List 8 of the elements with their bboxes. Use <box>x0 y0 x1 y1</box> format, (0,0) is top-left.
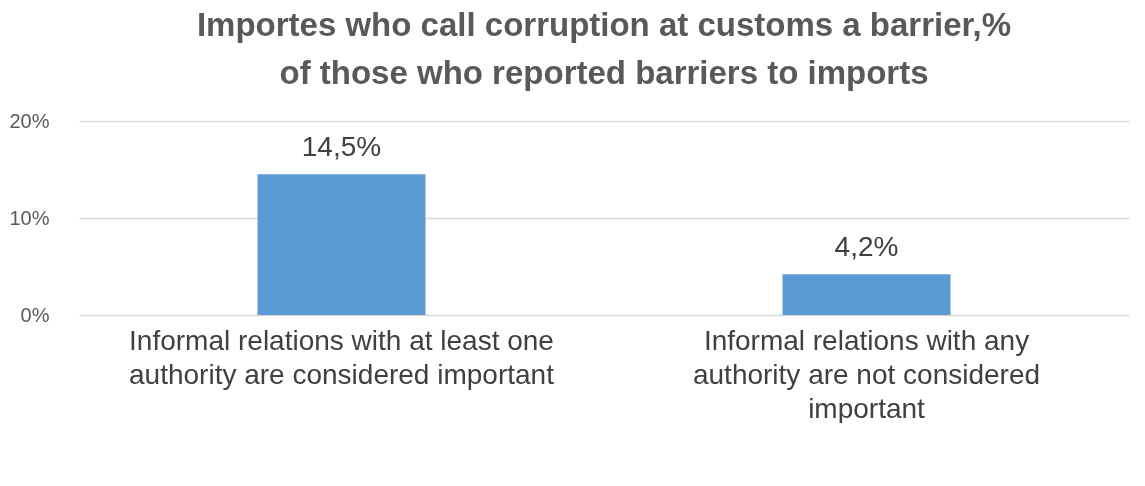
y-tick-label: 20% <box>9 109 50 132</box>
chart-title: Importes who call corruption at customs a barrier,% of those who reported barriers to imports <box>196 6 1012 91</box>
y-tick-label: 10% <box>9 206 50 229</box>
data-label: 14,5% <box>301 131 382 163</box>
data-label: 4,2% <box>834 231 899 263</box>
x-tick-label: Informal relations with at least one authority are considered important <box>129 324 555 390</box>
y-tick-label: 0% <box>20 303 50 326</box>
x-tick-label: Informal relations with any authority are not considered important <box>692 324 1041 424</box>
